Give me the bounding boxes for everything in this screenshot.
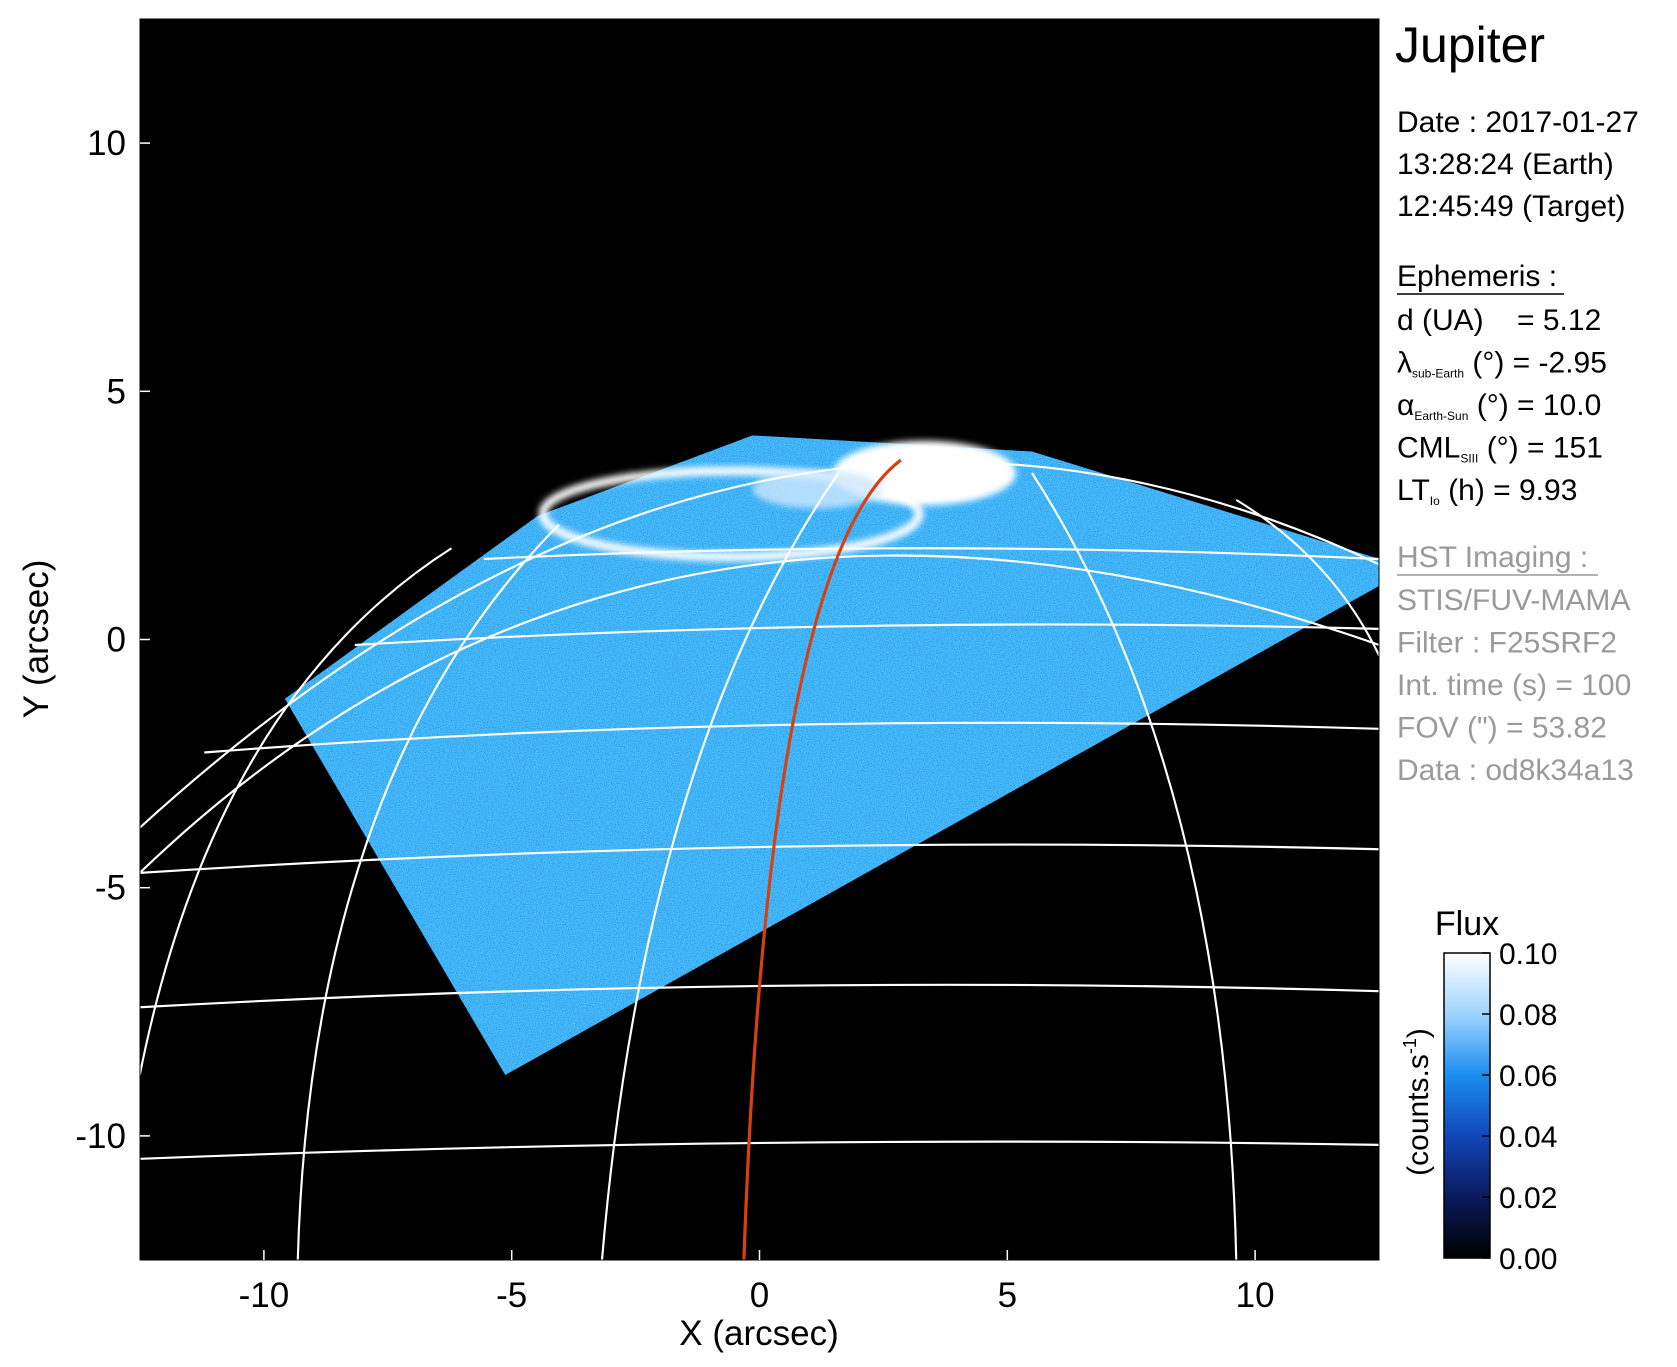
colorbar-title: Flux bbox=[1435, 905, 1499, 943]
limb bbox=[140, 554, 1379, 874]
latitude-line bbox=[483, 547, 1379, 561]
date-line: Date : 2017-01-27 bbox=[1397, 106, 1639, 139]
longitude-line bbox=[1235, 498, 1379, 657]
latitude-line bbox=[354, 623, 1379, 647]
longitude-line bbox=[140, 547, 453, 1076]
imaging-line: Int. time (s) = 100 bbox=[1397, 669, 1631, 702]
ephemeris-heading: Ephemeris : bbox=[1397, 260, 1557, 293]
y-axis-label: Y (arcsec) bbox=[17, 560, 56, 719]
ephemeris-row: CMLSIII (°) = 151 bbox=[1397, 432, 1603, 466]
imaging-line: Filter : F25SRF2 bbox=[1397, 627, 1617, 660]
colorbar-tick-label: 0.04 bbox=[1499, 1121, 1557, 1154]
colorbar-tick-label: 0.02 bbox=[1499, 1182, 1557, 1215]
x-tick-label: -10 bbox=[239, 1276, 290, 1315]
auroral-emission bbox=[752, 469, 882, 509]
image-layer bbox=[140, 435, 1379, 1260]
colorbar-tick-label: 0.06 bbox=[1499, 1060, 1557, 1093]
imaging-heading: HST Imaging : bbox=[1397, 541, 1588, 574]
observation bbox=[140, 435, 1379, 1260]
y-tick-label: -5 bbox=[95, 869, 126, 908]
colorbar-label-text: (counts.s bbox=[1402, 1054, 1435, 1176]
imaging-line: Data : od8k34a13 bbox=[1397, 754, 1634, 787]
ephemeris-row: d (UA) = 5.12 bbox=[1397, 304, 1601, 337]
colorbar-label-end: ) bbox=[1402, 1028, 1435, 1038]
ephemeris-symbol: LT bbox=[1397, 474, 1430, 507]
x-tick-label: 5 bbox=[998, 1276, 1017, 1315]
longitude-line bbox=[600, 472, 840, 1260]
colorbar-tick-label: 0.08 bbox=[1499, 999, 1557, 1032]
longitude-line bbox=[1031, 472, 1238, 1260]
colorbar-label: (counts.s-1) bbox=[1400, 1028, 1435, 1176]
ephemeris-value: (°) = -2.95 bbox=[1464, 347, 1607, 380]
ephemeris-value: (°) = 151 bbox=[1478, 432, 1603, 465]
ephemeris-symbol: α bbox=[1397, 389, 1414, 422]
ephemeris-symbol: d (UA) = 5.12 bbox=[1397, 304, 1601, 337]
ephemeris-symbol: CML bbox=[1397, 432, 1460, 465]
x-tick-label: 10 bbox=[1236, 1276, 1275, 1315]
ephemeris-value: (°) = 10.0 bbox=[1468, 389, 1601, 422]
target-title: Jupiter bbox=[1395, 17, 1545, 73]
colorbar-tick-label: 0.10 bbox=[1499, 938, 1557, 971]
ephemeris-value: (h) = 9.93 bbox=[1440, 474, 1578, 507]
limb bbox=[140, 461, 1379, 829]
imaging-line: FOV (") = 53.82 bbox=[1397, 712, 1607, 745]
latitude-line bbox=[140, 1140, 1379, 1160]
x-axis-label: X (arcsec) bbox=[679, 1314, 838, 1353]
info-panel: Date : 2017-01-27 13:28:24 (Earth) 12:45:4… bbox=[1397, 106, 1639, 787]
io-footprint bbox=[742, 458, 902, 1260]
y-tick-label: 0 bbox=[107, 621, 126, 660]
y-tick-label: 5 bbox=[107, 372, 126, 411]
imaging-line: STIS/FUV-MAMA bbox=[1397, 584, 1630, 617]
latitude-line bbox=[140, 983, 1379, 1009]
ephemeris-symbol: λ bbox=[1397, 347, 1412, 380]
grid-overlay bbox=[140, 461, 1379, 1260]
ephemeris-row: λsub-Earth (°) = -2.95 bbox=[1397, 347, 1607, 381]
ephemeris-row: LTIo (h) = 9.93 bbox=[1397, 474, 1577, 508]
y-tick-label: 10 bbox=[87, 124, 126, 163]
colorbar-label-sup: -1 bbox=[1400, 1038, 1420, 1054]
date-line: 12:45:49 (Target) bbox=[1397, 190, 1625, 223]
x-tick-label: -5 bbox=[496, 1276, 527, 1315]
longitude-line bbox=[296, 523, 560, 1260]
colorbar bbox=[1443, 952, 1491, 1259]
colorbar-tick-label: 0.00 bbox=[1499, 1243, 1557, 1276]
detector-frame bbox=[284, 435, 1379, 1076]
latitude-line bbox=[204, 721, 1379, 754]
y-tick-label: -10 bbox=[75, 1117, 126, 1156]
ephemeris-row: αEarth-Sun (°) = 10.0 bbox=[1397, 389, 1601, 423]
ephemeris-subscript: sub-Earth bbox=[1412, 367, 1464, 381]
date-line: 13:28:24 (Earth) bbox=[1397, 148, 1614, 181]
x-tick-label: 0 bbox=[750, 1276, 769, 1315]
ephemeris-subscript: Io bbox=[1430, 494, 1440, 508]
latitude-line bbox=[140, 843, 1379, 874]
ephemeris-subscript: Earth-Sun bbox=[1414, 409, 1468, 423]
auroral-oval bbox=[538, 466, 924, 562]
ephemeris-subscript: SIII bbox=[1460, 452, 1478, 466]
